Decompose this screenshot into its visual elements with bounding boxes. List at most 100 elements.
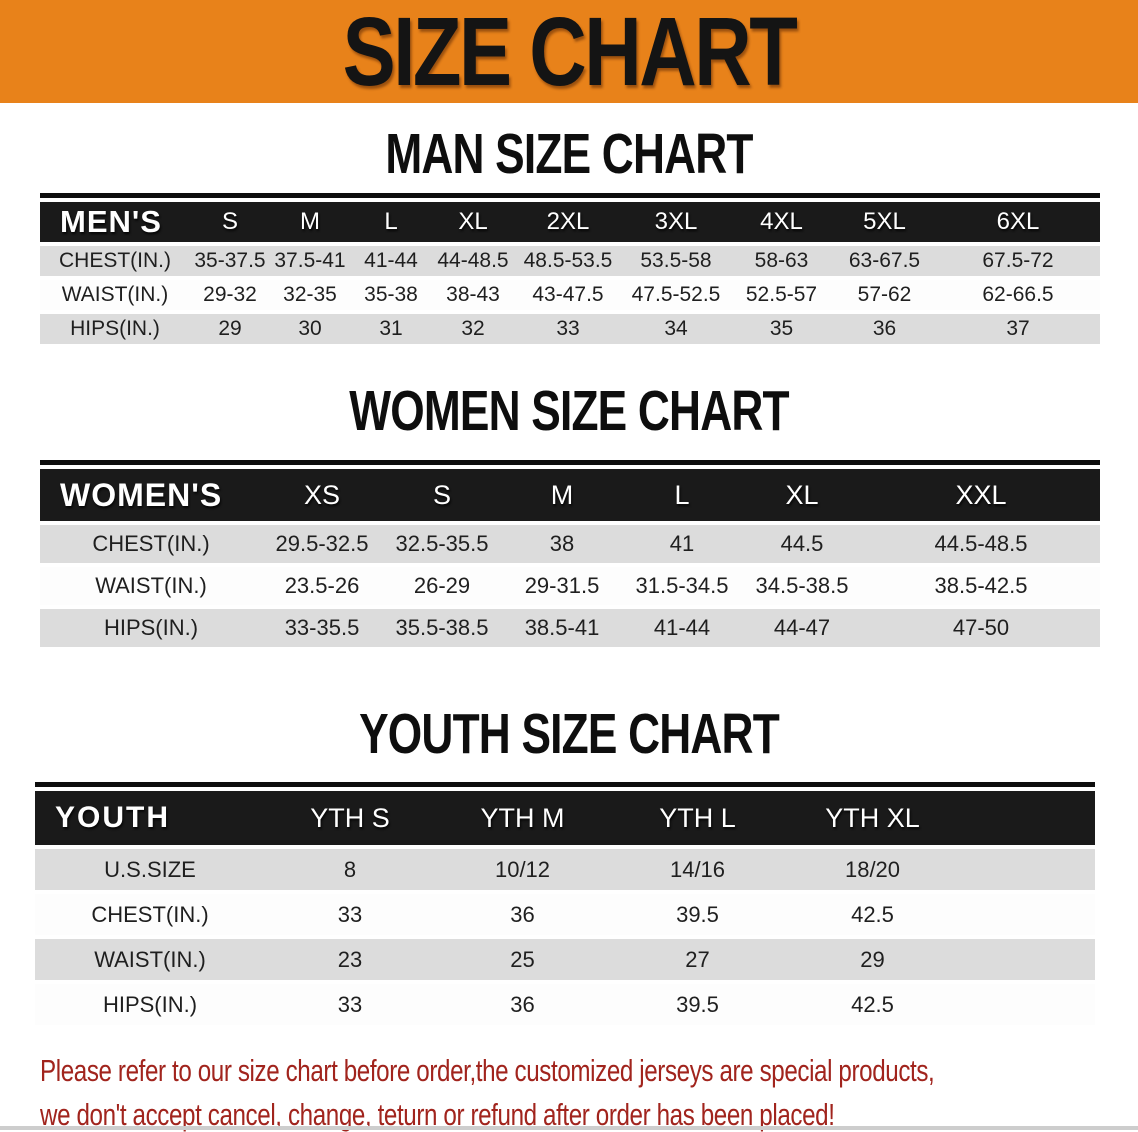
size-value-cell: 48.5-53.5 — [523, 249, 613, 272]
table-row: HIPS(IN.) 29 30 31 32 33 34 35 36 37 — [40, 314, 1100, 344]
men-size-table: MEN'S S M L XL 2XL 3XL 4XL 5XL 6XL CHEST(IN.) 35-37… — [40, 193, 1100, 348]
row-label: HIPS(IN.) — [70, 317, 160, 340]
size-value-cell: 63-67.5 — [848, 249, 921, 272]
size-value-cell: 39.5 — [676, 901, 719, 927]
women-size-chart-title: WOMEN SIZE CHART — [0, 379, 1138, 443]
size-value-cell: 47.5-52.5 — [631, 283, 721, 306]
size-value-cell: 33 — [337, 901, 363, 927]
size-chart-banner: SIZE CHART — [0, 0, 1138, 103]
size-value-cell: 31.5-34.5 — [635, 573, 729, 598]
size-value-cell: 37.5-41 — [274, 249, 346, 272]
column-header: M — [550, 479, 574, 510]
table-row: WAIST(IN.) 23.5-26 26-29 29-31.5 31.5-34.5 34… — [40, 567, 1100, 605]
table-row: CHEST(IN.) 33 36 39.5 42.5 — [35, 894, 1095, 935]
filler-cell — [960, 849, 1095, 890]
youth-size-chart-title: YOUTH SIZE CHART — [0, 702, 1138, 766]
table-row: U.S.SIZE 8 10/12 14/16 18/20 — [35, 849, 1095, 890]
bottom-edge-strip — [0, 1126, 1138, 1130]
man-size-chart-title-text: MAN SIZE CHART — [385, 122, 753, 186]
table-row: CHEST(IN.) 35-37.5 37.5-41 41-44 44-48.5 48.5… — [40, 246, 1100, 276]
size-value-cell: 33 — [337, 991, 363, 1017]
table-row: WAIST(IN.) 23 25 27 29 — [35, 939, 1095, 980]
size-value-cell: 31 — [379, 317, 403, 340]
column-header: L — [674, 479, 690, 510]
column-header: XS — [303, 479, 341, 510]
column-header: 5XL — [863, 208, 906, 235]
column-header: 2XL — [546, 208, 590, 235]
man-size-chart-title: MAN SIZE CHART — [0, 122, 1138, 186]
size-value-cell: 29 — [860, 946, 885, 972]
women-size-chart-title-text: WOMEN SIZE CHART — [349, 379, 789, 443]
header-filler-cell — [960, 791, 1095, 845]
size-value-cell: 39.5 — [676, 991, 719, 1017]
disclaimer-text: Please refer to our size chart before or… — [40, 1049, 1138, 1132]
size-value-cell: 58-63 — [754, 249, 809, 272]
size-value-cell: 38-43 — [446, 283, 500, 306]
size-value-cell: 35-37.5 — [194, 249, 266, 272]
disclaimer-line-1: Please refer to our size chart before or… — [40, 1053, 935, 1088]
size-value-cell: 29 — [218, 317, 242, 340]
size-value-cell: 42.5 — [851, 991, 894, 1017]
size-value-cell: 38.5-41 — [524, 615, 600, 640]
size-value-cell: 14/16 — [669, 856, 726, 882]
table-header-label: MEN'S — [60, 204, 162, 239]
table-header-label: YOUTH — [55, 801, 170, 834]
size-value-cell: 44-48.5 — [437, 249, 509, 272]
size-value-cell: 23.5-26 — [284, 573, 360, 598]
row-label: HIPS(IN.) — [103, 615, 199, 640]
size-value-cell: 41-44 — [364, 249, 418, 272]
size-value-cell: 42.5 — [851, 901, 894, 927]
size-value-cell: 23 — [337, 946, 363, 972]
row-label: CHEST(IN.) — [91, 901, 209, 927]
column-header: S — [432, 479, 451, 510]
size-value-cell: 36 — [510, 901, 535, 927]
column-header: 6XL — [996, 208, 1040, 235]
column-header: L — [384, 208, 398, 235]
size-value-cell: 53.5-58 — [640, 249, 712, 272]
size-value-cell: 47-50 — [952, 615, 1010, 640]
size-value-cell: 34.5-38.5 — [755, 573, 849, 598]
table-row: CHEST(IN.) 29.5-32.5 32.5-35.5 38 41 44.5 44.5… — [40, 525, 1100, 563]
table-row: WAIST(IN.) 29-32 32-35 35-38 38-43 43-47.5 47.… — [40, 280, 1100, 310]
size-value-cell: 35 — [769, 317, 794, 340]
size-value-cell: 33-35.5 — [284, 615, 360, 640]
row-label: U.S.SIZE — [104, 856, 196, 882]
size-value-cell: 32-35 — [283, 283, 337, 306]
size-value-cell: 38.5-42.5 — [934, 573, 1028, 598]
row-label: CHEST(IN.) — [59, 249, 171, 272]
size-value-cell: 35.5-38.5 — [395, 615, 489, 640]
size-value-cell: 43-47.5 — [532, 283, 604, 306]
filler-cell — [960, 984, 1095, 1025]
table-row: HIPS(IN.) 33 36 39.5 42.5 — [35, 984, 1095, 1025]
column-header: M — [300, 208, 320, 235]
column-header: YTH M — [480, 802, 565, 833]
column-header: 3XL — [654, 208, 698, 235]
row-label: CHEST(IN.) — [92, 531, 210, 556]
size-value-cell: 41-44 — [653, 615, 711, 640]
column-header: S — [221, 208, 238, 235]
size-value-cell: 44.5 — [780, 531, 824, 556]
size-value-cell: 33 — [556, 317, 580, 340]
row-label: WAIST(IN.) — [95, 573, 207, 598]
size-value-cell: 38 — [549, 531, 575, 556]
size-value-cell: 34 — [664, 317, 688, 340]
banner-title: SIZE CHART — [342, 0, 798, 106]
filler-cell — [960, 894, 1095, 935]
size-value-cell: 10/12 — [494, 856, 551, 882]
column-header: YTH S — [310, 802, 390, 833]
youth-size-chart-title-text: YOUTH SIZE CHART — [359, 702, 780, 766]
column-header: XL — [458, 208, 488, 235]
size-value-cell: 52.5-57 — [745, 283, 818, 306]
size-value-cell: 36 — [872, 317, 897, 340]
filler-cell — [960, 939, 1095, 980]
size-value-cell: 29.5-32.5 — [275, 531, 369, 556]
size-value-cell: 35-38 — [364, 283, 418, 306]
size-value-cell: 37 — [1006, 317, 1030, 340]
size-value-cell: 30 — [298, 317, 322, 340]
size-value-cell: 57-62 — [857, 283, 912, 306]
size-value-cell: 29-31.5 — [524, 573, 600, 598]
size-value-cell: 36 — [510, 991, 535, 1017]
size-value-cell: 27 — [685, 946, 710, 972]
youth-size-table: YOUTH YTH S YTH M YTH L YTH XL U.S.SIZE 8 10/12… — [35, 782, 1095, 1029]
size-value-cell: 32 — [461, 317, 485, 340]
